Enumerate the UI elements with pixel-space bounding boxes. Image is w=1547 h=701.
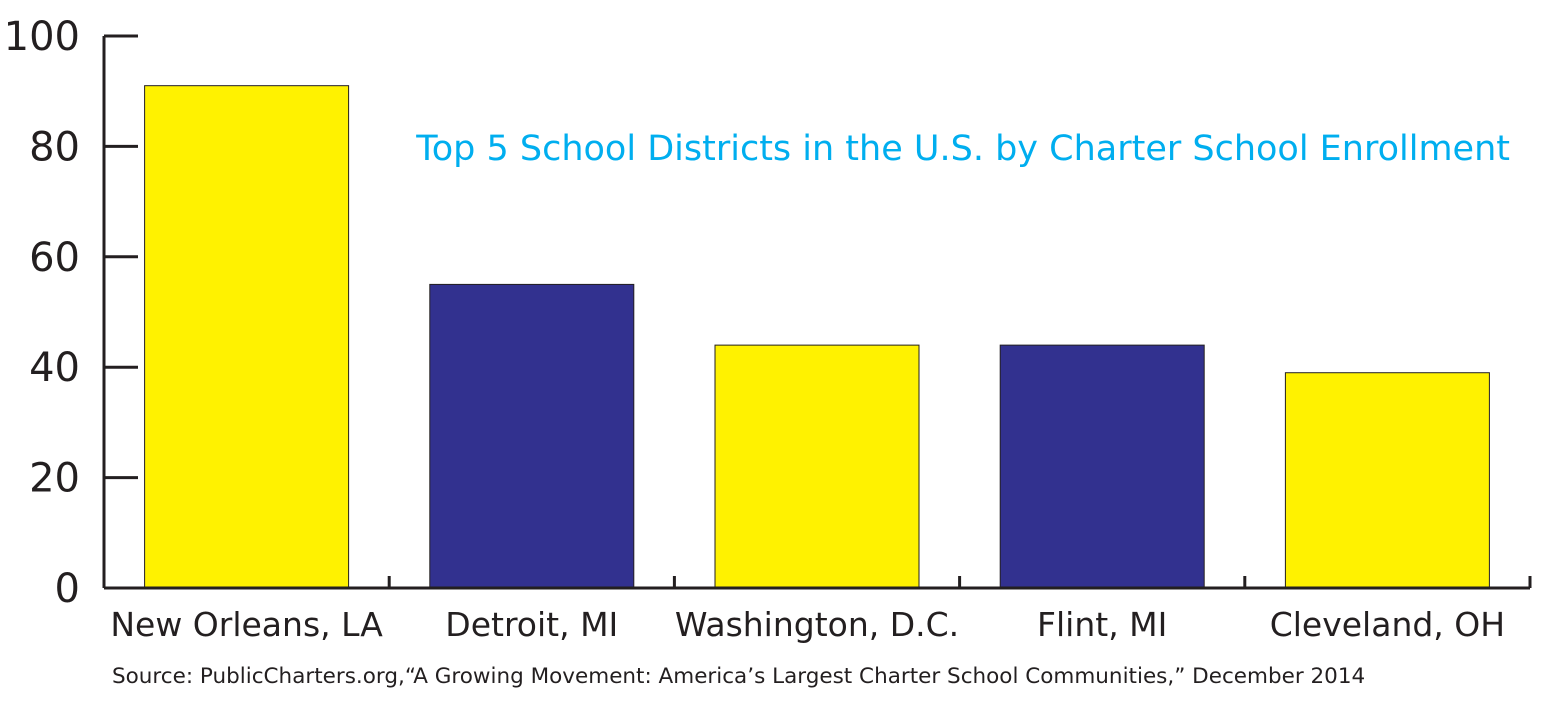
x-tick-label: Cleveland, OH: [1270, 605, 1505, 644]
bar-cleveland-oh: [1284, 372, 1490, 589]
x-tick-label: New Orleans, LA: [110, 605, 383, 644]
y-tick-label: 100: [4, 14, 80, 60]
y-tick-labels: 0 20 40 60 80 100: [4, 14, 80, 612]
bar-detroit-mi: [429, 283, 635, 589]
x-tick-label: Washington, D.C.: [675, 605, 959, 644]
y-tick-label: 60: [29, 235, 80, 281]
bar-washington-d-c: [714, 344, 920, 589]
y-tick-label: 0: [55, 566, 80, 612]
x-tick-label: Flint, MI: [1037, 605, 1167, 644]
bar-flint-mi: [999, 344, 1205, 589]
x-category-labels: New Orleans, LA Detroit, MI Washington, D.…: [110, 605, 1505, 644]
x-tick-label: Detroit, MI: [445, 605, 618, 644]
chart-title: Top 5 School Districts in the U.S. by Ch…: [415, 129, 1510, 169]
chart-source: Source: PublicCharters.org,“A Growing Mo…: [112, 664, 1365, 689]
bars-group: [144, 85, 1490, 589]
y-tick-label: 80: [29, 124, 80, 170]
y-tick-label: 20: [29, 456, 80, 502]
axes-group: [102, 34, 1532, 590]
bar-new-orleans-la: [144, 85, 350, 589]
y-tick-label: 40: [29, 345, 80, 391]
